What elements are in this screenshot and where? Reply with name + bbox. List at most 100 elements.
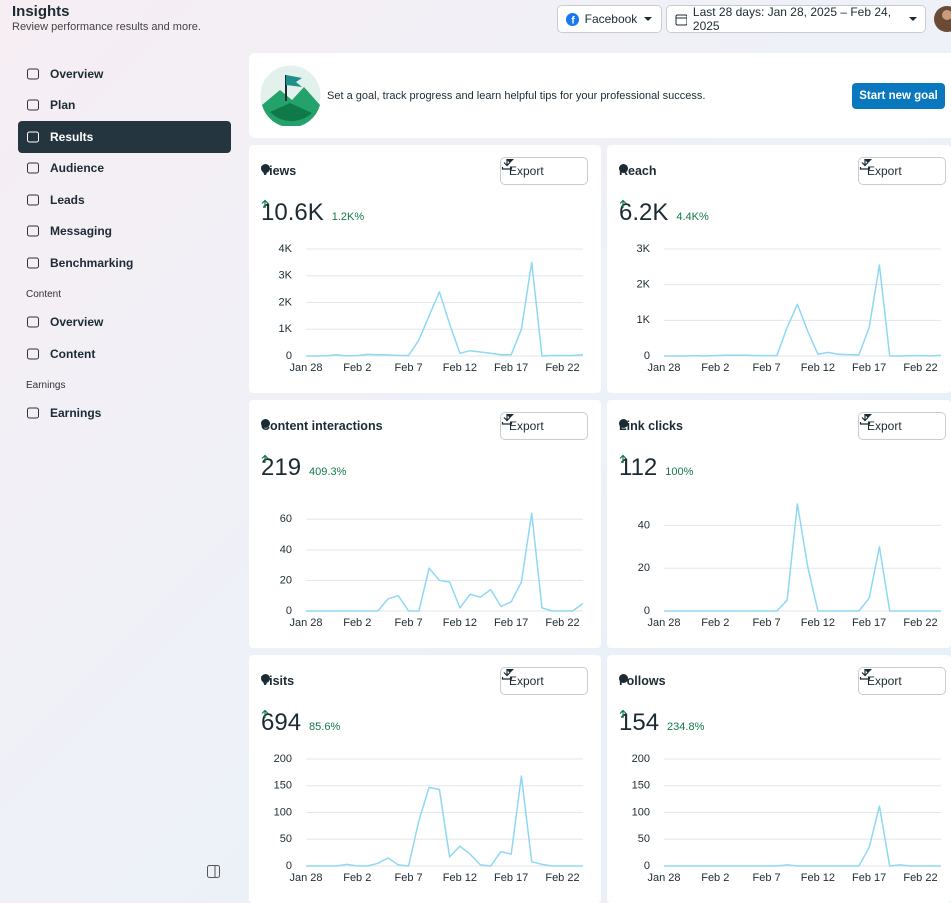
collapse-icon[interactable] <box>206 864 222 880</box>
nav-icon <box>27 348 39 360</box>
caret <box>864 669 872 673</box>
metric-card: 0 1K 2K 3K Jan 28 Feb 2 Feb 7 Feb 12 Feb 17 Feb 2… <box>607 145 951 393</box>
data-line <box>306 775 583 867</box>
change-text: 234.8% <box>667 721 705 733</box>
metric-cards: 0 1K 2K 3K 4K Jan 28 Feb 2 Feb 7 Feb 12 Feb 17 Feb… <box>249 145 951 903</box>
nav-item[interactable]: Messaging <box>18 216 231 248</box>
export-button[interactable]: Export <box>500 157 588 185</box>
y-tick-label: 4K <box>279 243 293 255</box>
card-title-text: Content interactions <box>261 419 383 433</box>
caret-shape <box>506 669 514 673</box>
x-tick-label: Feb 7 <box>395 872 423 884</box>
chart: 0 20 40 60 Jan 28 Feb 2 Feb 7 Feb 12 Feb 17 Feb 2… <box>280 512 584 629</box>
nav-item[interactable]: Plan <box>18 90 231 122</box>
metric-card: 0 1K 2K 3K 4K Jan 28 Feb 2 Feb 7 Feb 12 Feb 17 Feb… <box>249 145 601 393</box>
nav-label: Earnings <box>50 406 102 421</box>
x-tick-label: Feb 17 <box>852 617 886 629</box>
card-title: Views <box>261 164 296 178</box>
metric-change: 1.2K% <box>261 199 364 223</box>
change-text: 409.3% <box>309 466 347 478</box>
export-button[interactable]: Export <box>858 412 946 440</box>
platform-dropdown[interactable]: f Facebook <box>557 5 662 33</box>
y-tick-label: 0 <box>644 605 650 617</box>
calendar-icon <box>675 14 687 25</box>
info-icon <box>261 419 270 428</box>
y-tick-label: 60 <box>280 513 292 525</box>
metric-change: 234.8% <box>619 709 705 733</box>
nav-item[interactable]: Overview <box>18 307 231 339</box>
nav-item[interactable]: Leads <box>18 184 231 216</box>
export-button[interactable]: Export <box>500 412 588 440</box>
x-tick-label: Feb 12 <box>801 617 835 629</box>
nav-item[interactable]: Benchmarking <box>18 247 231 279</box>
avatar[interactable] <box>932 5 951 33</box>
x-tick-label: Feb 17 <box>852 872 886 884</box>
export-label: Export <box>867 419 902 433</box>
nav-item[interactable]: Earnings <box>18 398 231 430</box>
nav-icon-shape <box>27 99 39 111</box>
change-text: 4.4K% <box>676 211 709 223</box>
x-tick-label: Feb 22 <box>545 617 579 629</box>
export-button[interactable]: Export <box>858 157 946 185</box>
value-row: 154 234.8% <box>619 709 704 737</box>
nav-item[interactable]: Results <box>18 121 231 153</box>
y-tick-label: 20 <box>280 574 292 586</box>
y-tick-label: 0 <box>286 350 292 362</box>
chart: 0 1K 2K 3K Jan 28 Feb 2 Feb 7 Feb 12 Feb 17 Feb 2… <box>637 243 942 374</box>
x-tick-label: Feb 2 <box>343 872 371 884</box>
info-dot <box>261 419 270 428</box>
x-tick-label: Feb 22 <box>545 362 579 374</box>
nav-item[interactable]: Content <box>18 338 231 370</box>
arrow-shape <box>619 199 627 208</box>
caret <box>506 159 514 163</box>
export-button[interactable]: Export <box>500 667 588 695</box>
arrow-shape <box>619 709 627 718</box>
start-goal-button[interactable]: Start new goal <box>852 83 945 109</box>
export-label: Export <box>509 419 544 433</box>
card-title-text: Follows <box>619 674 666 688</box>
export-button[interactable]: Export <box>858 667 946 695</box>
x-tick-label: Feb 12 <box>443 617 477 629</box>
info-dot <box>619 674 628 683</box>
nav-icon <box>27 257 39 269</box>
x-tick-label: Feb 2 <box>343 617 371 629</box>
data-line <box>306 512 584 612</box>
card-title: Visits <box>261 674 294 688</box>
change-text: 85.6% <box>309 721 341 733</box>
date-dropdown[interactable]: Last 28 days: Jan 28, 2025 – Feb 24, 202… <box>666 5 926 33</box>
x-tick-label: Feb 12 <box>801 872 835 884</box>
metric-change: 100% <box>619 454 693 478</box>
nav-item[interactable]: Audience <box>18 153 231 185</box>
x-tick-label: Feb 17 <box>494 617 528 629</box>
up-arrow <box>619 709 627 718</box>
nav-icon-shape <box>27 131 39 143</box>
y-tick-label: 0 <box>644 860 650 872</box>
metric-change: 409.3% <box>261 454 347 478</box>
y-tick-label: 0 <box>286 860 292 872</box>
value-row: 694 85.6% <box>261 709 340 737</box>
y-tick-label: 150 <box>632 780 650 792</box>
y-tick-label: 3K <box>637 243 651 255</box>
nav-label: Results <box>50 129 94 144</box>
y-tick-label: 0 <box>644 350 650 362</box>
nav-label: Messaging <box>50 224 113 239</box>
x-tick-label: Feb 17 <box>494 872 528 884</box>
nav-heading: Content <box>26 288 62 300</box>
nav-item[interactable]: Overview <box>18 58 231 90</box>
nav-icon <box>27 407 39 419</box>
y-tick-label: 100 <box>632 806 650 818</box>
nav-label: Plan <box>50 98 76 113</box>
y-tick-label: 3K <box>279 270 293 282</box>
nav-icon-shape <box>27 194 39 206</box>
caret <box>506 414 514 418</box>
nav-icon-shape <box>27 316 39 328</box>
nav-label: Overview <box>50 315 104 330</box>
data-line <box>306 261 584 357</box>
x-tick-label: Feb 22 <box>903 617 937 629</box>
date-label: Last 28 days: Jan 28, 2025 – Feb 24, 202… <box>692 5 892 33</box>
up-arrow <box>261 709 269 718</box>
nav-icon <box>27 131 39 143</box>
export-label: Export <box>509 164 544 178</box>
nav-icon <box>27 68 39 80</box>
